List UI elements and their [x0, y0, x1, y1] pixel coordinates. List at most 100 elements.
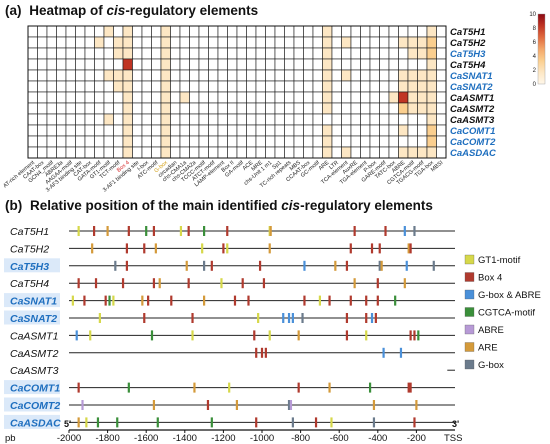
heatmap-cell [179, 135, 190, 148]
heatmap-cell [246, 113, 257, 126]
heatmap-cell [27, 113, 38, 126]
cis-element-mark [152, 278, 156, 289]
heatmap-cell [350, 124, 361, 137]
legend-swatch [464, 272, 475, 282]
heatmap-cell [198, 47, 209, 60]
heatmap-cell [94, 80, 105, 93]
heatmap-cell [293, 135, 304, 148]
cis-element-mark [114, 260, 117, 271]
heatmap-cell [255, 80, 266, 93]
heatmap-cell [132, 146, 143, 159]
cis-element-mark [287, 400, 291, 410]
cis-element-mark [372, 400, 376, 410]
heatmap-cell [75, 47, 86, 60]
heatmap-cell [46, 58, 57, 71]
heatmap-cell [103, 124, 114, 137]
heatmap-cell [350, 113, 361, 126]
heatmap-cell [236, 102, 247, 115]
cis-element-mark [201, 243, 204, 254]
axis-tick-label: -1400 [173, 433, 197, 444]
heatmap-cell [436, 91, 447, 104]
cis-element-mark [365, 330, 368, 341]
heatmap-cell [46, 91, 57, 104]
heatmap-cell [407, 135, 418, 148]
heatmap-cell [398, 91, 409, 104]
heatmap-cell [141, 58, 152, 71]
heatmap-cell [369, 135, 380, 148]
cis-element-mark [143, 243, 146, 254]
heatmap-cell [132, 102, 143, 115]
heatmap-cell [122, 146, 133, 159]
heatmap-cell [255, 36, 266, 49]
heatmap-cell [151, 102, 162, 115]
heatmap-cell [436, 113, 447, 126]
heatmap-cell [56, 91, 67, 104]
heatmap-cell [160, 113, 171, 126]
cis-element-mark [210, 417, 213, 428]
heatmap-cell [388, 135, 399, 148]
heatmap-cell [407, 25, 418, 38]
heatmap-cell [341, 102, 352, 115]
panel-b-title: (b) Relative position of the main identi… [5, 198, 433, 213]
cis-element-mark [268, 330, 271, 341]
heatmap-cell [94, 146, 105, 159]
heatmap-cell [84, 36, 95, 49]
heatmap-cell [113, 80, 124, 93]
cis-element-mark [264, 347, 267, 358]
heatmap-cell [255, 91, 266, 104]
legend-swatch [464, 324, 475, 335]
heatmap-cell [284, 91, 295, 104]
heatmap-cell [350, 36, 361, 49]
heatmap-element-label: Sp1 [271, 160, 282, 171]
cis-element-mark [96, 417, 100, 428]
heatmap-cell [369, 58, 380, 71]
gene-label-highlight [4, 293, 60, 308]
heatmap-cell [236, 146, 247, 159]
heatmap-cell [208, 91, 219, 104]
heatmap-gene-label: CaSNAT1 [450, 71, 493, 82]
track-gene-label: CaASMT2 [10, 348, 59, 360]
heatmap-cell [398, 135, 409, 148]
cis-element-mark [145, 226, 148, 236]
heatmap-cell [227, 135, 238, 148]
heatmap-cell [84, 58, 95, 71]
heatmap-cell [151, 135, 162, 148]
heatmap-cell [179, 124, 190, 137]
heatmap-cell [388, 102, 399, 115]
heatmap-cell [236, 36, 247, 49]
heatmap-cell [426, 113, 437, 126]
heatmap-gene-labels: CaT5H1CaT5H2CaT5H3CaT5H4CaSNAT1CaSNAT2Ca… [450, 27, 496, 159]
cis-element-mark [370, 313, 374, 323]
cis-element-mark [403, 226, 406, 236]
colorbar: 0 2 4 6 8 10 [529, 12, 546, 88]
heatmap-cell [65, 102, 76, 115]
heatmap-cell [436, 25, 447, 38]
heatmap-cell [227, 47, 238, 60]
heatmap-cell [122, 47, 133, 60]
heatmap-cell [170, 36, 181, 49]
heatmap-cell [284, 135, 295, 148]
heatmap-cell [170, 47, 181, 60]
heatmap-cell [37, 91, 48, 104]
heatmap-cell [246, 91, 257, 104]
heatmap-cell [198, 135, 209, 148]
heatmap-cell [398, 58, 409, 71]
heatmap-cell [75, 124, 86, 137]
heatmap-cell [436, 69, 447, 82]
cis-element-mark [116, 417, 119, 428]
heatmap-cell [103, 102, 114, 115]
heatmap [27, 25, 447, 159]
heatmap-cell [103, 91, 114, 104]
cis-element-mark [303, 295, 306, 306]
heatmap-cell [265, 36, 276, 49]
heatmap-cell [398, 36, 409, 49]
heatmap-cell [56, 146, 67, 159]
heatmap-cell [160, 124, 171, 137]
heatmap-cell [426, 47, 437, 60]
cis-element-mark [318, 295, 321, 306]
heatmap-cell [65, 135, 76, 148]
heatmap-cell [350, 25, 361, 38]
heatmap-cell [303, 124, 314, 137]
heatmap-cell [265, 102, 276, 115]
cis-element-mark [328, 382, 331, 393]
